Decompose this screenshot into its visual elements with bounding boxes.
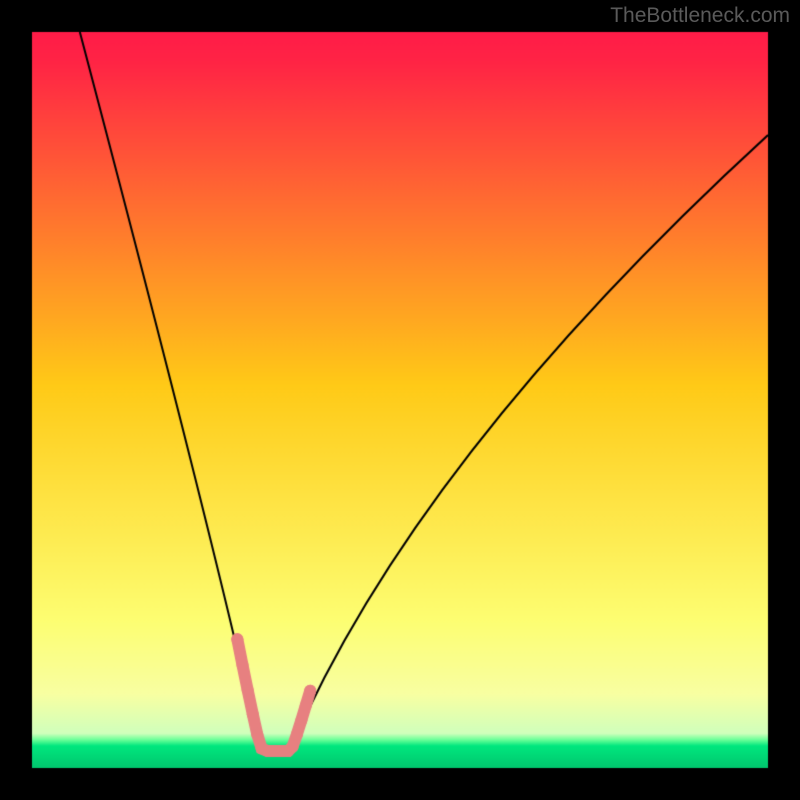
- watermark-text: TheBottleneck.com: [610, 4, 790, 28]
- bottleneck-chart-canvas: [0, 0, 800, 800]
- chart-container: TheBottleneck.com: [0, 0, 800, 800]
